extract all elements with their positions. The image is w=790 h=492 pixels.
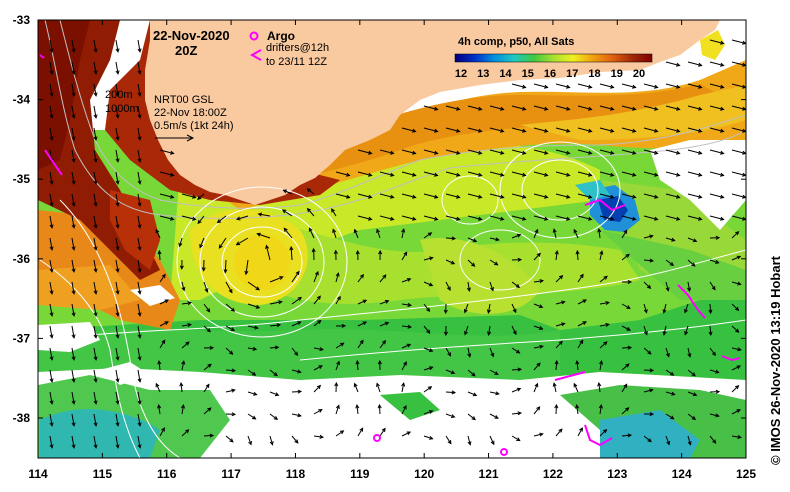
colorbar-tick-label: 16 bbox=[544, 68, 556, 80]
colorbar-tick-label: 17 bbox=[566, 68, 578, 80]
ssh-contours bbox=[38, 141, 746, 458]
colorbar-tick-label: 14 bbox=[499, 68, 512, 80]
colorbar-tick-label: 13 bbox=[477, 68, 489, 80]
drifter-tracks bbox=[39, 54, 741, 447]
colorbar-tick-label: 18 bbox=[588, 68, 600, 80]
argo-legend-icon bbox=[249, 31, 259, 41]
lon-tick-label: 124 bbox=[672, 467, 692, 481]
lon-tick-label: 117 bbox=[221, 467, 241, 481]
colorbar-title: 4h comp, p50, All Sats bbox=[458, 36, 574, 48]
isobath-200m bbox=[59, 20, 746, 209]
drifter-legend-icon bbox=[249, 49, 262, 61]
date-label: 22-Nov-2020 bbox=[153, 28, 230, 43]
colorbar-tick-label: 15 bbox=[522, 68, 534, 80]
longitude-axis: 114 115 116 117 118 119 120 121 122 123 124 125 bbox=[28, 20, 756, 481]
lon-tick-label: 116 bbox=[157, 467, 177, 481]
lon-tick-label: 118 bbox=[286, 467, 306, 481]
colorbar-ticks: 12 13 14 15 16 17 18 19 20 bbox=[455, 68, 645, 80]
isobath-1000m bbox=[44, 20, 746, 219]
depth-1000-label: 1000m bbox=[105, 103, 139, 115]
lat-tick-label: -37 bbox=[13, 331, 31, 345]
lon-tick-label: 120 bbox=[414, 467, 434, 481]
lon-tick-label: 114 bbox=[28, 467, 48, 481]
lon-tick-label: 119 bbox=[350, 467, 370, 481]
currents-scale: 0.5m/s (1kt 24h) bbox=[154, 120, 233, 132]
lon-tick-label: 122 bbox=[543, 467, 563, 481]
credit-label: © IMOS 26-Nov-2020 13:19 Hobart bbox=[768, 256, 783, 465]
lon-tick-label: 123 bbox=[607, 467, 627, 481]
lon-tick-label: 125 bbox=[736, 467, 756, 481]
drifters-line2: to 23/11 12Z bbox=[266, 56, 327, 68]
argo-label: Argo bbox=[267, 29, 295, 43]
lon-tick-label: 115 bbox=[93, 467, 113, 481]
lat-tick-label: -34 bbox=[13, 93, 31, 107]
colorbar-tick-label: 20 bbox=[633, 68, 645, 80]
depth-200-label: 200m bbox=[105, 89, 133, 101]
lon-tick-label: 121 bbox=[479, 467, 499, 481]
latitude-axis: -33 -34 -35 -36 -37 -38 bbox=[13, 13, 746, 425]
argo-floats bbox=[373, 434, 508, 456]
colorbar-tick-label: 12 bbox=[455, 68, 467, 80]
lat-tick-label: -38 bbox=[13, 411, 31, 425]
currents-source: NRT00 GSL bbox=[154, 94, 214, 106]
colorbar bbox=[454, 53, 653, 63]
land-australia bbox=[145, 20, 720, 205]
drifters-line1: drifters@12h bbox=[266, 42, 329, 54]
lat-tick-label: -36 bbox=[13, 252, 31, 266]
lat-tick-label: -35 bbox=[13, 172, 31, 186]
time-label: 20Z bbox=[175, 43, 197, 58]
sst-field bbox=[38, 20, 746, 458]
currents-datetime: 22-Nov 18:00Z bbox=[154, 107, 227, 119]
colorbar-tick-label: 19 bbox=[611, 68, 623, 80]
lat-tick-label: -33 bbox=[13, 13, 31, 27]
scale-arrow-icon bbox=[155, 134, 195, 142]
current-vectors bbox=[49, 39, 746, 449]
